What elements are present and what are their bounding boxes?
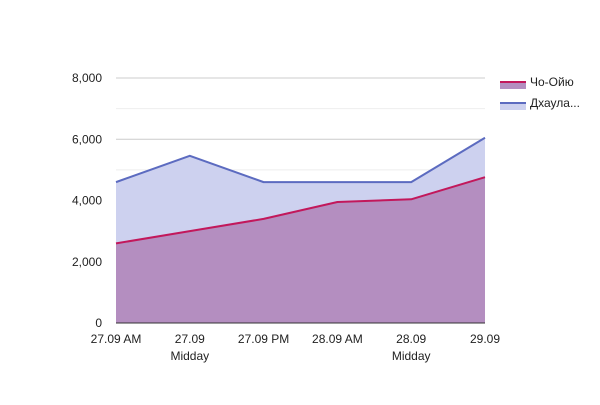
x-tick-label: 28.09 [396,332,426,346]
series-lines [115,136,486,245]
y-tick-label: 2,000 [72,255,102,269]
y-tick-label: 0 [95,316,102,330]
x-tick-label: 27.09 [175,332,205,346]
x-tick-label: 29.09 [470,332,500,346]
series-line-0 [115,176,486,245]
legend: Чо-Ойю Дхаула... [500,75,580,110]
y-tick-label: 4,000 [72,194,102,208]
axes: 0 2,000 4,000 6,000 8,000 27.09 AM 27.09 Midday… [72,71,500,363]
legend-swatch [500,102,526,110]
series-areas [116,137,485,323]
x-tick-label: Midday [170,349,209,363]
y-tick-label: 6,000 [72,132,102,146]
series-area-0 [116,177,485,323]
x-tick-label: 27.09 AM [91,332,142,346]
y-tick-label: 8,000 [72,71,102,85]
x-tick-label: 28.09 AM [312,332,363,346]
series-line-1 [115,136,486,184]
x-tick-label: Midday [392,349,431,363]
x-tick-label: 27.09 PM [238,332,289,346]
legend-swatch [500,81,526,89]
legend-label: Чо-Ойю [530,75,574,89]
legend-label: Дхаула... [530,96,580,110]
